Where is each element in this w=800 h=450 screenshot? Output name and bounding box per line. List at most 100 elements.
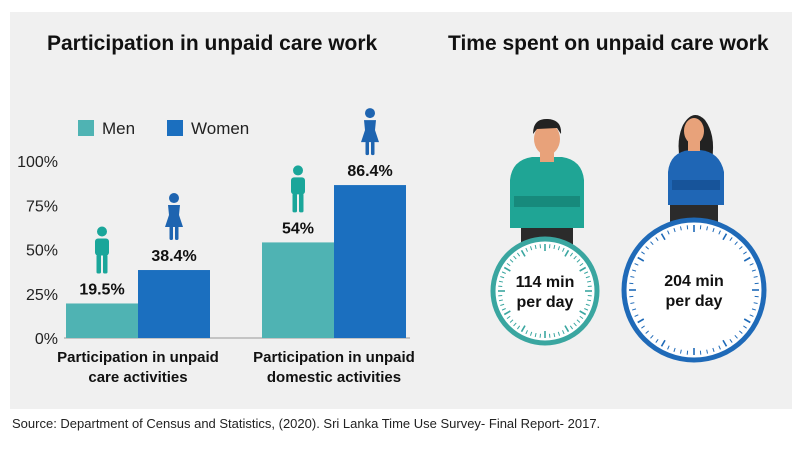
bar [334, 185, 406, 338]
stopwatch-tick [525, 330, 528, 335]
stopwatch-tick [743, 251, 747, 255]
stopwatch-tick [734, 241, 738, 246]
stopwatch-tick [655, 339, 659, 343]
woman-arms [672, 180, 720, 190]
stopwatch-tick [637, 256, 645, 262]
stopwatch-tick [579, 262, 584, 267]
stopwatch-tick [718, 345, 721, 350]
y-tick-label: 50% [26, 243, 58, 260]
stopwatch-tick [576, 319, 581, 323]
stopwatch-tick [586, 299, 592, 302]
stopwatch-men: 114 min per day [490, 236, 600, 346]
woman-pictogram [165, 193, 183, 241]
stopwatch-tick [520, 325, 526, 333]
stopwatch-tick [586, 280, 592, 283]
stopwatch-tick [706, 349, 709, 354]
y-axis: 0% 25% 50% 75% 100% [17, 154, 58, 348]
stopwatch-tick [534, 332, 537, 338]
stopwatch-tick [557, 331, 560, 336]
stopwatch-tick [525, 247, 528, 252]
woman-neck [688, 141, 700, 151]
stopwatch-tick [738, 330, 743, 334]
series-women: 38.4% 86.4% [138, 108, 406, 338]
stopwatch-tick [749, 263, 754, 266]
stopwatch-tick [573, 255, 577, 260]
stopwatch-tick [584, 308, 589, 311]
stopwatch-tick [501, 308, 506, 311]
stopwatch-tick [569, 252, 574, 257]
stopwatch-tick [562, 247, 565, 252]
stopwatch-tick [679, 349, 682, 354]
legend: Men Women [78, 119, 249, 138]
woman-face [684, 118, 704, 144]
stopwatch-tick [753, 275, 758, 278]
stopwatch-tick [530, 246, 533, 251]
stopwatch-tick [712, 228, 715, 233]
legend-swatch [167, 120, 183, 136]
stopwatch-tick [513, 255, 517, 260]
stopwatch-tick [632, 308, 637, 311]
stopwatch-tick [706, 226, 709, 231]
stopwatch-tick [743, 325, 747, 329]
stopwatch-tick [630, 302, 635, 305]
stopwatch-tick [673, 347, 676, 352]
stopwatch-tick [564, 325, 570, 333]
stopwatch-tick [498, 299, 504, 302]
man-neck [540, 152, 554, 162]
y-tick-label: 25% [26, 287, 58, 304]
stopwatch-tick [645, 330, 650, 334]
stopwatch-tick [513, 322, 517, 327]
bar [262, 242, 334, 338]
stopwatch-tick [506, 315, 511, 320]
category-label: Participation in unpaid [57, 349, 219, 366]
stopwatch-tick [579, 310, 587, 316]
stopwatch-tick [660, 339, 666, 347]
stopwatch-tick [650, 241, 654, 246]
stopwatch-tick [650, 334, 654, 339]
man-face [534, 123, 560, 155]
stopwatch-tick [500, 276, 505, 279]
stopwatch-ring [490, 236, 600, 346]
x-axis-labels: Participation in unpaid care activities Pa… [57, 349, 415, 386]
y-tick-label: 75% [26, 198, 58, 215]
time-value: 114 min [516, 274, 575, 291]
stopwatch-tick [712, 347, 715, 352]
stopwatch-tick [585, 303, 590, 306]
stopwatch-tick [751, 269, 756, 272]
stopwatch-tick [557, 246, 560, 251]
time-title: Time spent on unpaid care work [448, 32, 769, 55]
stopwatch-tick [660, 233, 666, 241]
stopwatch-tick [501, 271, 506, 274]
data-label: 86.4% [347, 163, 392, 180]
series-men: 19.5% 54% [66, 165, 334, 338]
y-tick-label: 100% [17, 154, 58, 171]
stopwatch-tick [645, 246, 650, 250]
stopwatch-tick [534, 244, 537, 250]
stopwatch-tick [498, 280, 504, 283]
stopwatch-women: 204 min per day [621, 217, 767, 363]
stopwatch-tick [579, 266, 587, 272]
man-pictogram [95, 226, 109, 274]
stopwatch-tick [751, 308, 756, 311]
stopwatch-tick [673, 228, 676, 233]
stopwatch-tick [553, 244, 556, 250]
stopwatch-tick [718, 230, 721, 235]
category-label: Participation in unpaid [253, 349, 415, 366]
stopwatch-tick [564, 249, 570, 257]
stopwatch-tick [722, 233, 728, 241]
bar [138, 270, 210, 338]
stopwatch-tick [516, 325, 521, 330]
stopwatch-tick [500, 303, 505, 306]
stopwatch-tick [729, 339, 733, 343]
stopwatch-ring [621, 217, 767, 363]
time-unit: per day [666, 293, 723, 310]
stopwatch-tick [579, 315, 584, 320]
stopwatch-tick [562, 330, 565, 335]
woman-pictogram [361, 108, 379, 156]
man-hair [533, 118, 562, 134]
stopwatch-tick [734, 334, 738, 339]
chart-title: Participation in unpaid care work [47, 32, 378, 55]
woman-top [668, 150, 724, 205]
